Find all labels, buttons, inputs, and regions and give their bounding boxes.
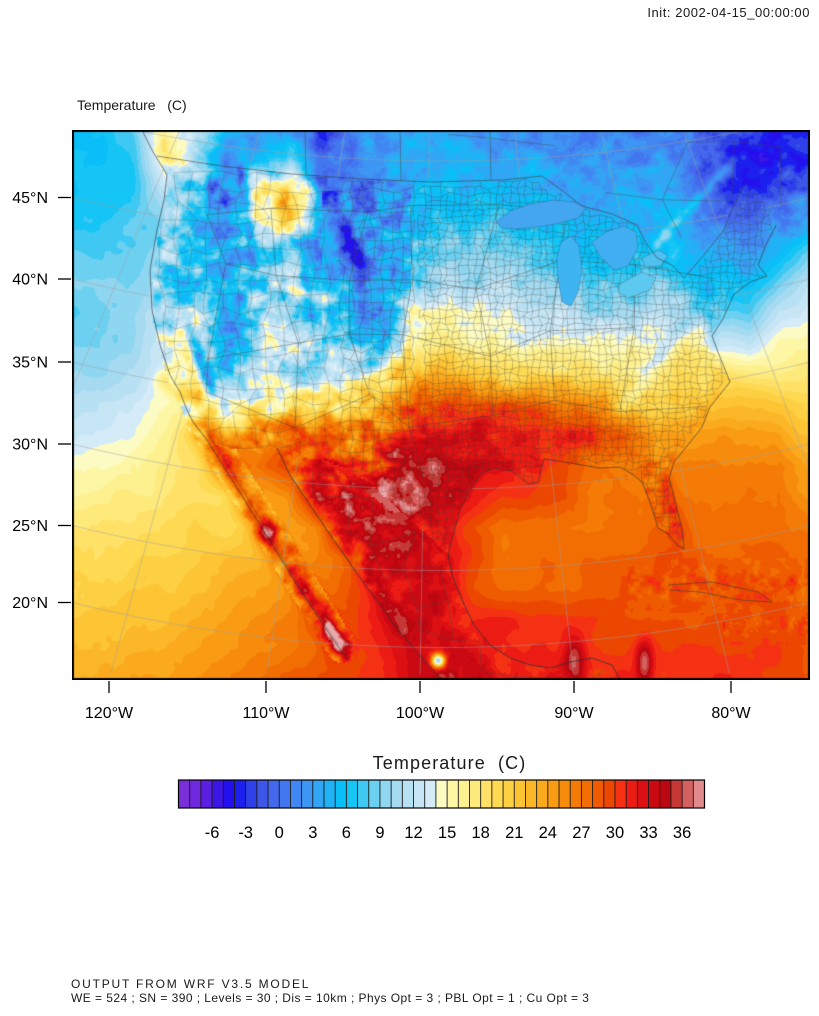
svg-text:90°W: 90°W	[554, 705, 594, 722]
svg-text:15: 15	[438, 824, 456, 842]
svg-text:33: 33	[639, 824, 657, 842]
svg-text:35°N: 35°N	[12, 355, 48, 372]
svg-text:30: 30	[606, 824, 624, 842]
svg-text:80°W: 80°W	[711, 705, 751, 722]
svg-text:30°N: 30°N	[12, 437, 48, 454]
svg-text:0: 0	[275, 824, 284, 842]
svg-text:27: 27	[572, 824, 590, 842]
svg-text:20°N: 20°N	[12, 595, 48, 612]
svg-text:25°N: 25°N	[12, 518, 48, 535]
svg-text:110°W: 110°W	[242, 705, 290, 722]
svg-text:24: 24	[539, 824, 557, 842]
svg-text:-6: -6	[205, 824, 220, 842]
svg-text:-3: -3	[238, 824, 253, 842]
svg-text:18: 18	[471, 824, 489, 842]
svg-text:45°N: 45°N	[12, 190, 48, 207]
svg-text:40°N: 40°N	[12, 272, 48, 289]
svg-text:21: 21	[505, 824, 523, 842]
svg-text:36: 36	[673, 824, 691, 842]
svg-text:3: 3	[308, 824, 317, 842]
svg-text:120°W: 120°W	[85, 705, 134, 722]
svg-text:100°W: 100°W	[396, 705, 445, 722]
svg-text:12: 12	[404, 824, 422, 842]
svg-text:9: 9	[375, 824, 384, 842]
svg-text:6: 6	[342, 824, 351, 842]
